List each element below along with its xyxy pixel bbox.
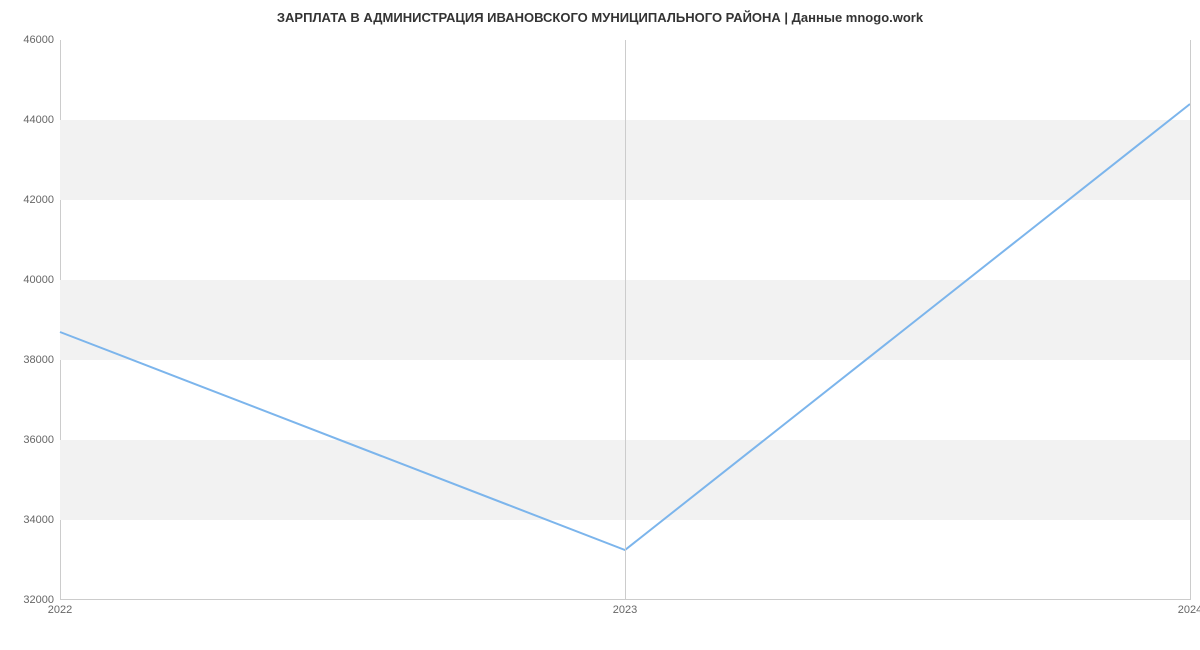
y-axis-label: 32000	[4, 594, 54, 606]
y-axis-label: 44000	[4, 114, 54, 126]
y-axis-label: 40000	[4, 274, 54, 286]
x-axis-label: 2024	[1178, 604, 1200, 616]
y-axis-label: 34000	[4, 514, 54, 526]
y-axis-label: 46000	[4, 34, 54, 46]
x-gridline	[625, 40, 626, 600]
y-axis-label: 42000	[4, 194, 54, 206]
x-axis-label: 2022	[48, 604, 72, 616]
y-axis-label: 36000	[4, 434, 54, 446]
salary-chart: ЗАРПЛАТА В АДМИНИСТРАЦИЯ ИВАНОВСКОГО МУН…	[0, 0, 1200, 650]
chart-title: ЗАРПЛАТА В АДМИНИСТРАЦИЯ ИВАНОВСКОГО МУН…	[0, 0, 1200, 33]
x-gridline	[1190, 40, 1191, 600]
y-axis-label: 38000	[4, 354, 54, 366]
x-axis-label: 2023	[613, 604, 637, 616]
